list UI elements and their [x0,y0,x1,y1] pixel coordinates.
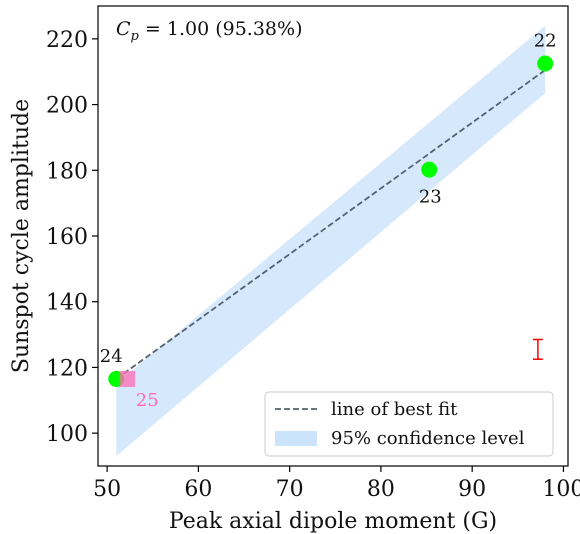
x-tick-label: 80 [367,477,395,502]
x-axis: 50 60 70 80 90 100 [93,466,580,502]
y-tick-label: 100 [46,422,88,447]
confidence-band [116,25,546,457]
point-cycle-22 [537,55,554,72]
y-tick-label: 180 [46,159,88,184]
x-axis-label: Peak axial dipole moment (G) [169,509,497,534]
y-tick-label: 200 [46,94,88,119]
legend-box [264,391,554,457]
point-cycle-23 [421,161,438,178]
best-fit-line [115,69,546,380]
plot-area: 22 23 24 25 [100,25,557,457]
legend-confidence-label: 95% confidence level [331,428,525,449]
legend-confidence-swatch [275,431,317,446]
x-tick-label: 60 [184,477,212,502]
prediction-label-25: 25 [136,390,159,411]
x-tick-label: 70 [276,477,304,502]
y-axis-label: Sunspot cycle amplitude [9,99,34,373]
fit-annotation: Cp = 1.00 (95.38%) [116,18,303,44]
x-tick-label: 50 [93,477,121,502]
legend-best-fit-label: line of best fit [331,399,458,420]
y-tick-label: 160 [46,225,88,250]
legend: line of best fit 95% confidence level [264,391,554,457]
x-tick-label: 100 [542,477,580,502]
x-tick-label: 90 [458,477,486,502]
y-tick-label: 220 [46,28,88,53]
point-label-22: 22 [534,31,557,52]
y-tick-label: 140 [46,291,88,316]
point-label-24: 24 [100,346,123,367]
prediction-marker-25 [119,370,136,387]
point-label-23: 23 [419,187,442,208]
y-axis: 100 120 140 160 180 200 220 [46,28,98,447]
y-tick-label: 120 [46,356,88,381]
